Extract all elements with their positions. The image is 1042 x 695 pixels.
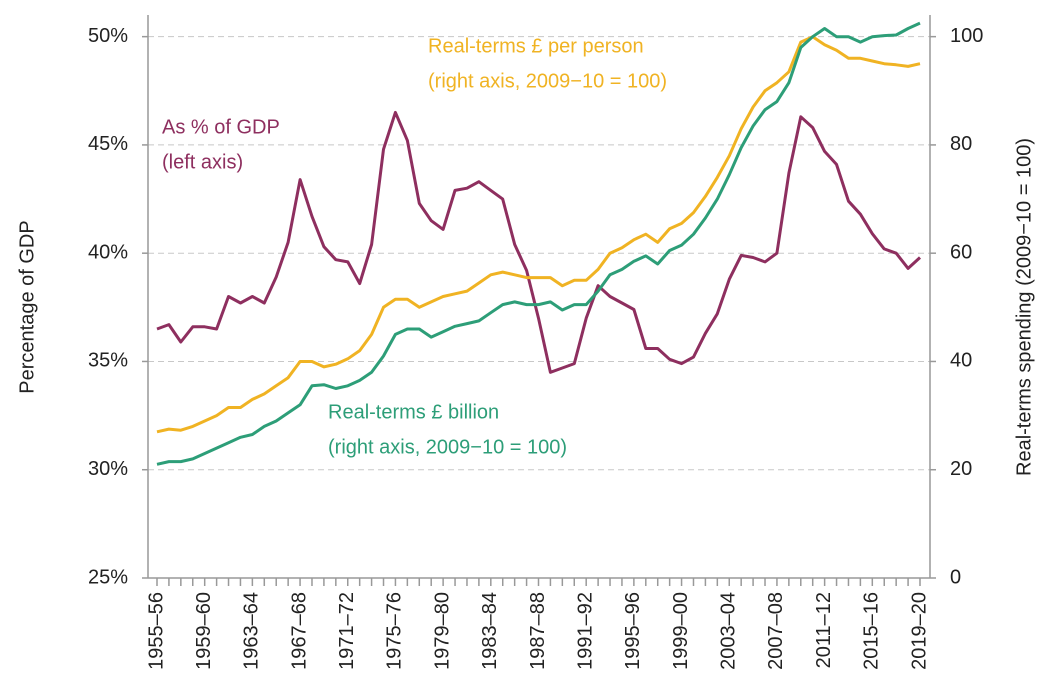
x-tick-label: 1979–80 (431, 592, 453, 670)
x-tick-label: 1967–68 (288, 592, 310, 670)
x-tick-label: 1955–56 (145, 592, 167, 670)
series-label: Real-terms £ billion (328, 401, 499, 423)
x-tick-label: 1995–96 (622, 592, 644, 670)
series-label: Real-terms £ per person (428, 35, 644, 57)
y2-tick-label: 80 (950, 133, 972, 155)
series-label: As % of GDP (162, 116, 280, 138)
x-tick-label: 2003–04 (718, 592, 740, 670)
y2-tick-label: 20 (950, 458, 972, 480)
y-tick-label: 25% (88, 566, 128, 588)
y-tick-label: 45% (88, 133, 128, 155)
x-tick-label: 1963–64 (241, 592, 263, 670)
y-tick-label: 30% (88, 458, 128, 480)
y2-tick-label: 40 (950, 350, 972, 372)
y2-tick-label: 60 (950, 241, 972, 263)
x-tick-label: 1991–92 (574, 592, 596, 670)
series-label-detail: (left axis) (162, 151, 243, 173)
x-tick-label: 2007–08 (765, 592, 787, 670)
y-axis-title: Percentage of GDP (16, 220, 38, 393)
y2-tick-label: 100 (950, 25, 983, 47)
x-tick-label: 1975–76 (384, 592, 406, 670)
x-tick-label: 1987–88 (527, 592, 549, 670)
x-tick-label: 2015–16 (861, 592, 883, 670)
series-label-detail: (right axis, 2009−10 = 100) (328, 436, 567, 458)
y-tick-label: 50% (88, 25, 128, 47)
series-label-detail: (right axis, 2009−10 = 100) (428, 70, 667, 92)
x-tick-label: 1971–72 (336, 592, 358, 670)
y2-axis-title: Real-terms spending (2009−10 = 100) (1013, 138, 1035, 476)
x-tick-label: 1959–60 (193, 592, 215, 670)
y-tick-label: 35% (88, 350, 128, 372)
series-line (156, 21, 921, 466)
x-tick-label: 2019–20 (908, 592, 930, 670)
series-line (156, 35, 921, 434)
x-tick-label: 1999–00 (670, 592, 692, 670)
series-line (156, 110, 922, 374)
x-tick-label: 1983–84 (479, 592, 501, 670)
x-tick-label: 2011–12 (813, 592, 835, 668)
y-tick-label: 40% (88, 241, 128, 263)
y2-tick-label: 0 (950, 566, 961, 588)
